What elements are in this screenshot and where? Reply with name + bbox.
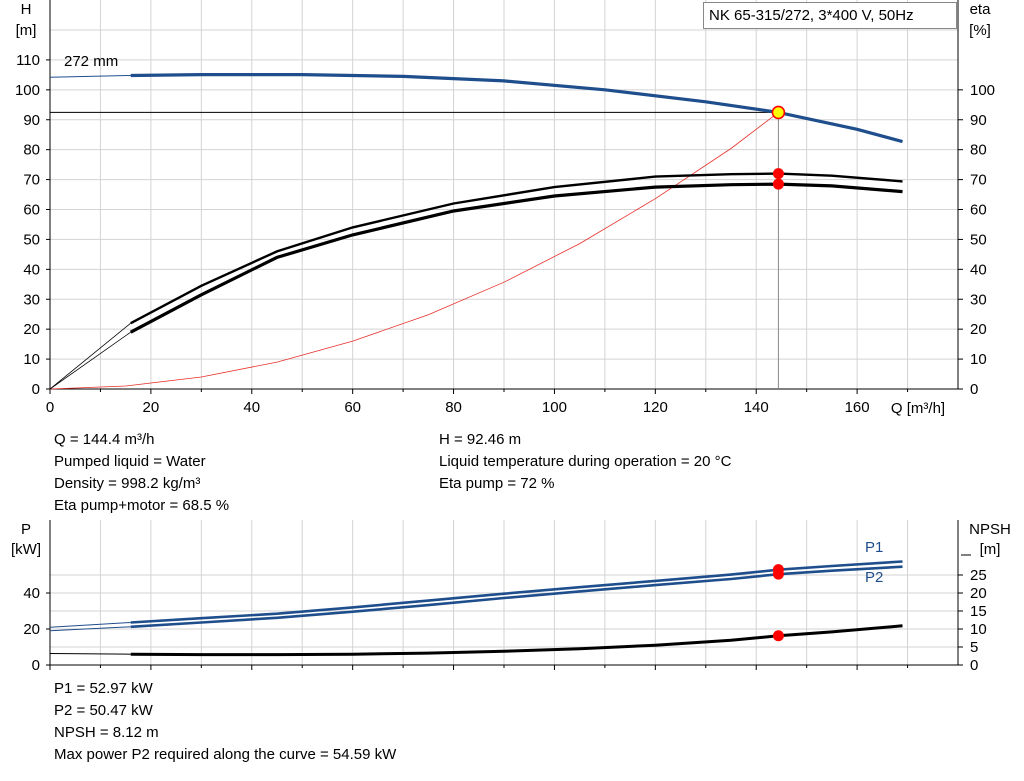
x-tick-label: 100 [542,399,567,416]
p2-value: P2 = 50.47 kW [54,702,153,719]
y-tick-label-right: 80 [970,142,987,159]
y-tick-label-right: 100 [970,82,995,99]
p-tick-label: 0 [32,657,40,674]
p1-series-label: P1 [865,539,883,556]
npsh-duty-marker [772,630,784,642]
p1-curve [130,560,903,624]
y-tick-label-left: 70 [23,172,40,189]
y-tick-label-left: 10 [23,351,40,368]
p2-curve-extrapolated [49,626,131,632]
y-tick-label-right: 30 [970,291,987,308]
y-tick-label-left: 40 [23,261,40,278]
y-tick-label-left: 20 [23,321,40,338]
system-curve [49,112,779,390]
eta-axis-unit: [%] [969,22,991,39]
head-curve-extrapolated [49,75,131,78]
y-tick-label-left: 0 [32,381,40,398]
npsh-value: NPSH = 8.12 m [54,724,159,741]
y-tick-label-left: 100 [15,82,40,99]
npsh-curve-extrapolated [49,653,131,655]
y-tick-label-right: 20 [970,321,987,338]
y-tick-label-left: 90 [23,112,40,129]
npsh-curve [130,624,903,657]
eta-pump-motor-curve-extrapolated [49,331,131,390]
y-tick-label-left: 30 [23,291,40,308]
eta-axis-label: eta [970,1,992,18]
head-value: H = 92.46 m [439,431,522,448]
flow-value: Q = 144.4 m³/h [54,431,155,448]
y-tick-label-left: 50 [23,231,40,248]
npsh-axis-unit: [m] [980,541,1001,558]
h-axis-label: H [21,1,32,18]
x-axis-label: Q [m³/h] [891,400,945,417]
h-axis-unit: [m] [16,22,37,39]
pumped-liquid: Pumped liquid = Water [54,453,206,470]
x-tick-label: 0 [46,399,54,416]
x-tick-label: 160 [845,399,870,416]
x-tick-label: 140 [744,399,769,416]
y-tick-label-right: 40 [970,261,987,278]
info-bottom: P1 = 52.97 kW P2 = 50.47 kW NPSH = 8.12 … [54,678,396,766]
npsh-tick-label: 0 [970,657,978,674]
eta-pump-curve [130,172,903,325]
x-tick-label: 60 [344,399,361,416]
y-tick-label-left: 110 [16,52,40,69]
y-tick-label-right: 50 [970,231,987,248]
duty-point-marker [771,105,786,120]
info-left-1: Q = 144.4 m³/h Pumped liquid = Water Den… [54,429,229,517]
p-tick-label: 20 [23,621,40,638]
eta-pump-motor-value: Eta pump+motor = 68.5 % [54,497,230,514]
eta-pump-value: Eta pump = 72 % [439,475,555,492]
p1-curve-extrapolated [49,622,131,628]
eta-pump-motor-curve [129,182,903,334]
eta-pump-duty-marker [772,168,784,180]
eta-pump-curve-extrapolated [49,322,131,390]
x-tick-label: 40 [243,399,260,416]
p1-value: P1 = 52.97 kW [54,680,153,697]
npsh-tick-label: 5 [970,639,978,656]
y-tick-label-right: 70 [970,172,987,189]
x-tick-label: 120 [643,399,668,416]
p-axis-unit: [kW] [11,541,41,558]
head-curve [130,73,903,144]
npsh-axis-label: NPSH [969,521,1011,538]
npsh-tick-label: 10 [970,621,987,638]
npsh-tick-label: 15 [970,603,987,620]
y-tick-label-left: 80 [23,142,40,159]
y-tick-label-left: 60 [23,202,40,219]
p2-duty-marker [772,568,784,580]
max-power-value: Max power P2 required along the curve = … [54,746,397,763]
x-tick-label: 20 [143,399,160,416]
y-tick-label-right: 90 [970,112,987,129]
npsh-tick-label: 20 [970,585,987,602]
x-tick-label: 80 [445,399,462,416]
chart-title: NK 65-315/272, 3*400 V, 50Hz [703,2,957,29]
liquid-temperature: Liquid temperature during operation = 20… [439,453,732,470]
p2-curve [130,565,903,629]
y-tick-label-right: 60 [970,202,987,219]
p-tick-label: 40 [23,585,40,602]
p-axis-label: P [21,521,31,538]
y-tick-label-right: 10 [970,351,987,368]
y-tick-label-right: 0 [970,381,978,398]
p2-series-label: P2 [865,569,883,586]
npsh-tick-label: 25 [970,567,987,584]
info-right-1: H = 92.46 m Liquid temperature during op… [439,429,731,495]
eta-pump-motor-duty-marker [772,178,784,190]
impeller-diameter-label: 272 mm [64,53,118,70]
density-value: Density = 998.2 kg/m³ [54,475,201,492]
